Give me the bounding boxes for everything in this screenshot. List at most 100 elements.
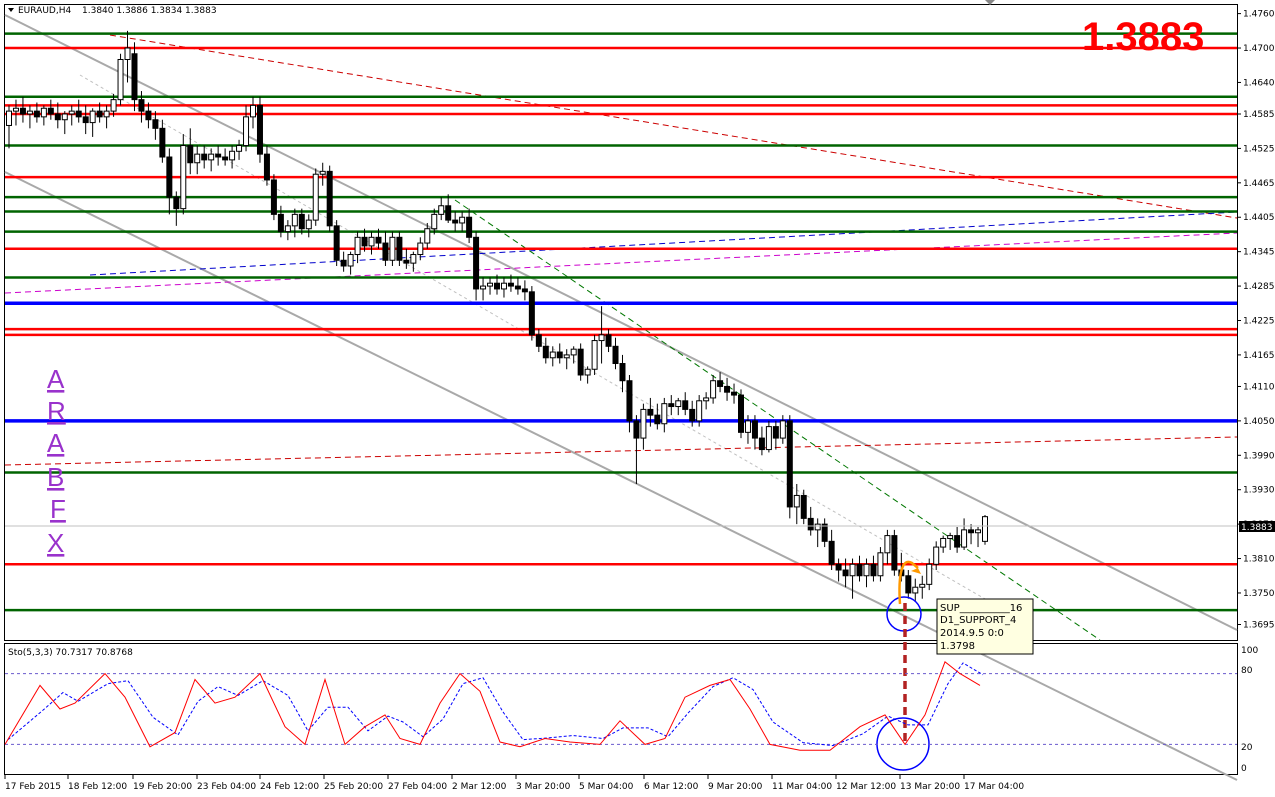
time-tick-label: 12 Mar 12:00	[836, 782, 896, 792]
bear-candle-body	[682, 400, 689, 410]
price-tick-label: 1.4110	[1243, 382, 1275, 392]
price-tick-label: 1.4165	[1243, 351, 1275, 361]
bear-candle-body	[152, 119, 159, 129]
watermark-letter: B	[47, 462, 64, 492]
bear-candle-body	[821, 523, 828, 542]
stoch-tick: 80	[1241, 666, 1253, 676]
price-tick-label: 1.4700	[1243, 44, 1275, 54]
bear-candle-body	[772, 426, 779, 439]
horizontal-levels	[5, 32, 1237, 612]
candles	[6, 30, 988, 602]
bear-candle-body	[19, 107, 26, 115]
bear-candle-body	[256, 104, 263, 155]
bull-candle-body	[926, 563, 933, 585]
bear-candle-body	[954, 535, 961, 548]
bear-candle-body	[842, 569, 849, 577]
bear-candle-body	[33, 110, 40, 118]
bull-candle-body	[124, 47, 131, 60]
bull-candle-body	[877, 552, 884, 577]
bull-candle-body	[368, 236, 375, 247]
bear-candle-body	[396, 236, 403, 261]
bear-candle-body	[800, 494, 807, 519]
watermark-letter: A	[47, 364, 65, 394]
bull-candle-body	[243, 116, 250, 147]
time-tick-label: 19 Feb 20:00	[133, 782, 192, 792]
bounce-arrow	[898, 560, 919, 605]
price-tick-label: 1.3810	[1243, 555, 1275, 565]
bull-candle-body	[250, 104, 256, 118]
bull-candle-body	[103, 110, 110, 118]
bull-candle-body	[347, 254, 354, 267]
time-tick-label: 9 Mar 20:00	[708, 782, 763, 792]
bull-candle-body	[933, 546, 940, 565]
watermark-letter: X	[47, 528, 64, 558]
ma-blue-line	[89, 211, 1238, 276]
time-tick-label: 11 Mar 04:00	[772, 782, 832, 792]
price-tick-label: 1.4285	[1243, 282, 1275, 292]
bull-candle-body	[424, 228, 431, 244]
collapse-triangle-icon[interactable]	[8, 8, 14, 12]
bear-candle-body	[166, 156, 173, 198]
bear-candle-body	[96, 110, 103, 118]
bear-candle-body	[807, 517, 814, 531]
bull-candle-body	[89, 110, 96, 124]
current-price-tag-bg	[1239, 521, 1275, 532]
tooltip-line: 1.3798	[940, 641, 975, 652]
time-tick-label: 6 Mar 12:00	[644, 782, 699, 792]
bear-candle-body	[724, 385, 731, 393]
bear-candle-body	[403, 259, 410, 264]
time-tick-label: 25 Feb 20:00	[324, 782, 383, 792]
bear-candle-body	[473, 236, 480, 290]
bear-candle-body	[361, 236, 368, 247]
bear-candle-body	[82, 116, 89, 124]
bear-candle-body	[828, 540, 835, 565]
price-tick-label: 1.4585	[1243, 110, 1275, 120]
bull-candle-body	[982, 516, 988, 542]
bull-candle-body	[849, 563, 856, 577]
time-tick-label: 27 Feb 04:00	[388, 782, 447, 792]
bear-candle-body	[605, 334, 612, 347]
bear-candle-body	[633, 420, 640, 439]
time-tick-label: 18 Feb 12:00	[68, 782, 127, 792]
tooltip-line: 2014.9.5 0:0	[940, 628, 1004, 639]
time-tick-label: 24 Feb 12:00	[260, 782, 319, 792]
bear-candle-body	[145, 110, 152, 121]
bull-candle-body	[598, 334, 605, 342]
bull-candle-body	[389, 236, 396, 261]
bull-candle-body	[459, 216, 466, 224]
bull-candle-body	[480, 285, 487, 290]
price-tick-label: 1.3750	[1243, 589, 1275, 599]
bear-candle-body	[507, 282, 514, 287]
price-tick-label: 1.4345	[1243, 248, 1275, 258]
bull-candle-body	[591, 340, 598, 370]
time-tick-label: 3 Mar 20:00	[516, 782, 571, 792]
indicator-frame	[4, 643, 1238, 775]
channel-lower-line	[4, 171, 1238, 781]
price-tick-label: 1.4525	[1243, 144, 1275, 154]
price-tick-label: 1.4465	[1243, 179, 1275, 189]
bear-candle-body	[542, 345, 549, 359]
bull-candle-body	[26, 110, 33, 115]
stochastic-title: Sto(5,3,3) 70.7317 70.8768	[8, 648, 133, 658]
bear-candle-body	[222, 156, 229, 161]
bear-candle-body	[263, 153, 270, 181]
bear-candle-body	[619, 363, 626, 382]
stoch-tick: 100	[1241, 646, 1258, 656]
price-tick-label: 1.4760	[1243, 10, 1275, 20]
price-tick-label: 1.3930	[1243, 486, 1275, 496]
bull-candle-body	[410, 254, 417, 264]
big-price-label: 1.3883	[1082, 15, 1204, 59]
time-tick-label: 17 Feb 2015	[5, 782, 61, 792]
bull-candle-body	[312, 173, 319, 221]
bear-candle-body	[528, 291, 535, 336]
chart-ohlc: 1.3840 1.3886 1.3834 1.3883	[82, 6, 217, 16]
bull-candle-body	[229, 150, 236, 161]
chart-shift-marker[interactable]	[985, 0, 995, 5]
bear-candle-body	[47, 107, 54, 115]
ma-red-line	[4, 436, 1238, 466]
bear-candle-body	[382, 242, 389, 261]
channel-upper-line	[4, 14, 1238, 631]
bull-candle-body	[354, 236, 361, 256]
bear-candle-body	[514, 285, 521, 290]
